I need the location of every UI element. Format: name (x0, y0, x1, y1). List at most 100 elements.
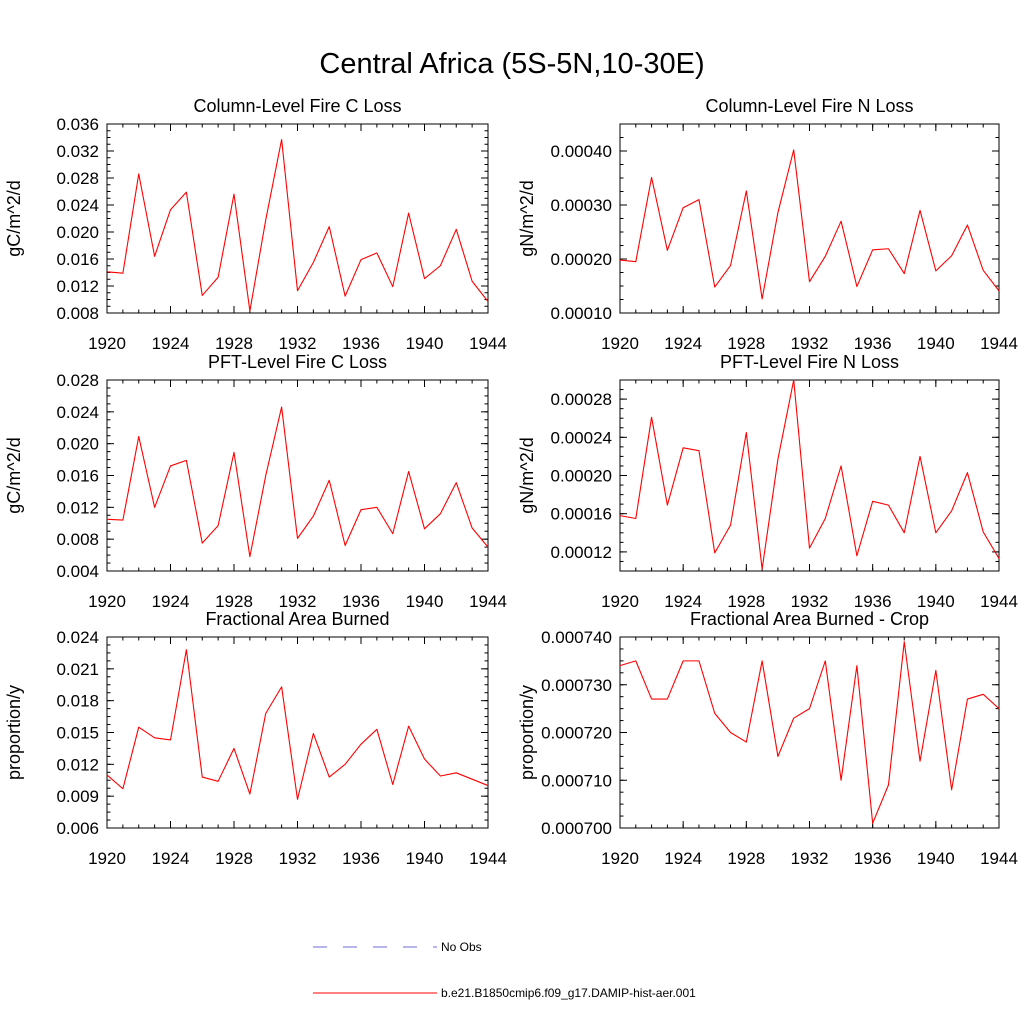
figure-title: Central Africa (5S-5N,10-30E) (319, 48, 705, 80)
chart-title: PFT-Level Fire C Loss (208, 352, 387, 372)
y-tick-label: 0.00040 (551, 142, 612, 161)
x-tick-label: 1928 (727, 592, 765, 611)
y-tick-label: 0.009 (56, 787, 99, 806)
y-tick-label: 0.00010 (551, 304, 612, 323)
x-tick-label: 1928 (215, 334, 253, 353)
x-tick-label: 1924 (152, 849, 190, 868)
x-tick-label: 1932 (279, 334, 317, 353)
y-tick-label: 0.00028 (551, 390, 612, 409)
x-tick-label: 1924 (152, 334, 190, 353)
plot-frame (106, 123, 489, 314)
y-tick-label: 0.006 (56, 819, 99, 838)
x-tick-label: 1936 (342, 592, 380, 611)
y-axis-label: proportion/y (4, 685, 24, 780)
x-tick-label: 1920 (601, 849, 639, 868)
y-tick-label: 0.016 (56, 467, 99, 486)
y-tick-label: 0.032 (56, 142, 99, 161)
y-tick-label: 0.008 (56, 304, 99, 323)
legend: No Obs b.e21.B1850cmip6.f09_g17.DAMIP-his… (313, 940, 696, 1000)
x-tick-label: 1936 (854, 592, 892, 611)
plot-frame (619, 123, 1000, 314)
series-line (619, 641, 1000, 824)
x-tick-label: 1924 (664, 334, 702, 353)
y-tick-label: 0.00030 (551, 196, 612, 215)
x-tick-label: 1940 (406, 334, 444, 353)
plot-frame (106, 379, 489, 572)
x-tick-label: 1920 (88, 334, 126, 353)
y-tick-label: 0.015 (56, 724, 99, 743)
y-tick-label: 0.008 (56, 530, 99, 549)
series-line (619, 379, 1000, 570)
series-line (106, 406, 489, 558)
x-tick-label: 1920 (601, 334, 639, 353)
x-tick-label: 1940 (406, 592, 444, 611)
y-tick-label: 0.000740 (541, 628, 612, 647)
y-tick-label: 0.000730 (541, 676, 612, 695)
x-tick-label: 1936 (854, 849, 892, 868)
x-tick-label: 1920 (601, 592, 639, 611)
x-tick-label: 1944 (980, 334, 1018, 353)
x-tick-label: 1936 (342, 849, 380, 868)
y-tick-label: 0.00012 (551, 543, 612, 562)
x-tick-label: 1936 (854, 334, 892, 353)
series-line (106, 649, 489, 800)
y-tick-label: 0.00024 (551, 428, 612, 447)
chart-title: PFT-Level Fire N Loss (720, 352, 899, 372)
x-tick-label: 1940 (406, 849, 444, 868)
y-tick-label: 0.004 (56, 562, 99, 581)
x-tick-label: 1924 (664, 592, 702, 611)
y-tick-label: 0.020 (56, 435, 99, 454)
x-tick-label: 1928 (215, 849, 253, 868)
y-axis-label: gN/m^2/d (517, 437, 537, 513)
y-tick-label: 0.000700 (541, 819, 612, 838)
y-tick-label: 0.024 (56, 628, 99, 647)
y-tick-label: 0.016 (56, 250, 99, 269)
y-axis-label: gN/m^2/d (517, 180, 537, 256)
y-tick-label: 0.012 (56, 277, 99, 296)
chart-panel-6: Fractional Area Burned - Crop proportion/… (517, 609, 1018, 868)
x-tick-label: 1936 (342, 334, 380, 353)
x-tick-label: 1932 (279, 592, 317, 611)
x-tick-label: 1944 (469, 849, 507, 868)
y-tick-label: 0.00020 (551, 467, 612, 486)
x-tick-label: 1932 (279, 849, 317, 868)
series-line (619, 149, 1000, 300)
x-tick-label: 1928 (727, 849, 765, 868)
chart-title: Column-Level Fire C Loss (193, 96, 401, 116)
y-tick-label: 0.00020 (551, 250, 612, 269)
chart-title: Fractional Area Burned (205, 609, 389, 629)
x-tick-label: 1944 (469, 592, 507, 611)
y-axis-label: gC/m^2/d (4, 437, 24, 513)
x-tick-label: 1940 (917, 849, 955, 868)
x-tick-label: 1928 (727, 334, 765, 353)
x-tick-label: 1940 (917, 592, 955, 611)
chart-title: Fractional Area Burned - Crop (690, 609, 929, 629)
plot-frame (619, 636, 1000, 829)
y-tick-label: 0.020 (56, 223, 99, 242)
x-tick-label: 1944 (980, 592, 1018, 611)
x-tick-label: 1920 (88, 849, 126, 868)
y-axis-label: proportion/y (517, 685, 537, 780)
chart-panel-3: PFT-Level Fire C Loss gC/m^2/d 1920 1924 192… (4, 352, 507, 611)
y-tick-label: 0.024 (56, 196, 99, 215)
chart-panel-4: PFT-Level Fire N Loss gN/m^2/d 1920 1924 192… (517, 352, 1018, 611)
y-tick-label: 0.018 (56, 692, 99, 711)
x-tick-label: 1944 (469, 334, 507, 353)
chart-panel-5: Fractional Area Burned proportion/y 1920 19… (4, 609, 507, 868)
y-tick-label: 0.00016 (551, 505, 612, 524)
series-line (106, 138, 489, 312)
legend-label-2: b.e21.B1850cmip6.f09_g17.DAMIP-hist-aer.… (441, 986, 696, 1000)
y-tick-label: 0.021 (56, 660, 99, 679)
y-tick-label: 0.024 (56, 403, 99, 422)
x-tick-label: 1940 (917, 334, 955, 353)
x-tick-label: 1924 (152, 592, 190, 611)
y-tick-label: 0.028 (56, 169, 99, 188)
x-tick-label: 1932 (791, 592, 829, 611)
chart-panel-2: Column-Level Fire N Loss gN/m^2/d 1920 1924… (517, 96, 1018, 353)
y-tick-label: 0.012 (56, 755, 99, 774)
chart-title: Column-Level Fire N Loss (705, 96, 913, 116)
x-tick-label: 1924 (664, 849, 702, 868)
x-tick-label: 1928 (215, 592, 253, 611)
